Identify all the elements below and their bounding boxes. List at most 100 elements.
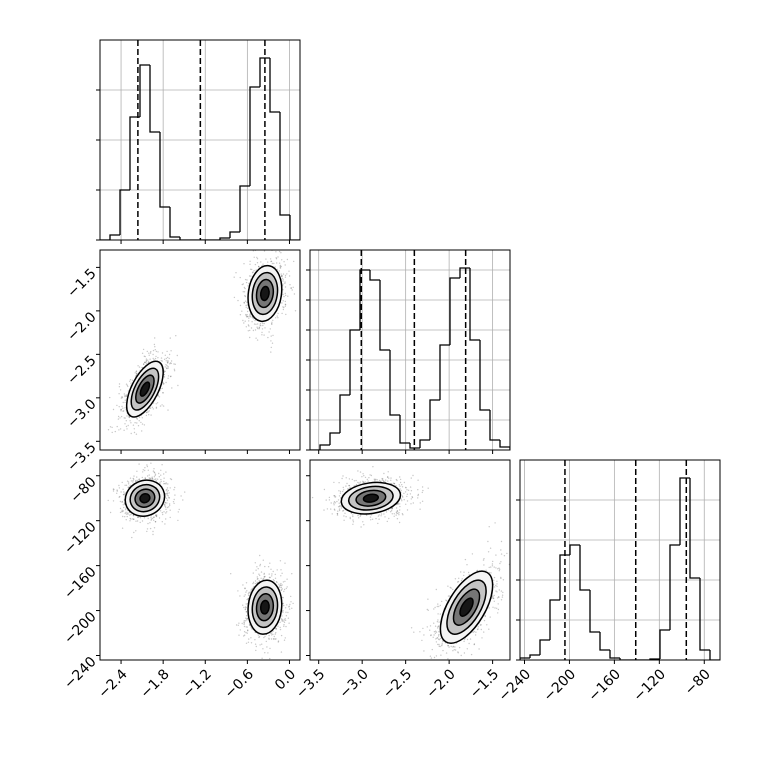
sample-point (352, 519, 353, 520)
sample-point (390, 480, 391, 481)
sample-point (267, 261, 268, 262)
histogram-step (320, 445, 330, 450)
sample-point (152, 531, 153, 532)
sample-point (251, 321, 252, 322)
histogram-step (140, 65, 150, 117)
histogram-step (170, 207, 180, 237)
histogram-step (380, 280, 390, 350)
sample-point (285, 264, 286, 265)
y-tick-label: −200 (61, 609, 100, 648)
sample-point (466, 564, 467, 565)
sample-point (165, 355, 166, 356)
sample-point (148, 414, 149, 415)
sample-point (241, 311, 242, 312)
sample-point (120, 409, 121, 410)
sample-point (270, 328, 271, 329)
sample-point (246, 599, 247, 600)
sample-point (142, 423, 143, 424)
sample-point (423, 650, 424, 651)
sample-point (284, 581, 285, 582)
histogram-step (340, 395, 350, 433)
sample-point (451, 646, 452, 647)
sample-point (289, 284, 290, 285)
sample-point (333, 504, 334, 505)
sample-point (140, 522, 141, 523)
histogram-step (150, 65, 160, 132)
sample-point (386, 511, 387, 512)
sample-point (141, 430, 142, 431)
sample-point (126, 428, 127, 429)
sample-point (175, 335, 176, 336)
sample-point (384, 516, 385, 517)
sample-point (250, 589, 251, 590)
sample-point (128, 483, 129, 484)
sample-point (243, 607, 244, 608)
sample-point (162, 512, 163, 513)
sample-point (430, 625, 431, 626)
sample-point (275, 638, 276, 639)
sample-point (140, 517, 141, 518)
sample-point (417, 495, 418, 496)
sample-point (260, 325, 261, 326)
sample-point (251, 642, 252, 643)
sample-point (264, 573, 265, 574)
sample-point (145, 356, 146, 357)
sample-point (139, 366, 140, 367)
sample-point (274, 580, 275, 581)
sample-point (164, 376, 165, 377)
sample-point (267, 337, 268, 338)
sample-point (173, 489, 174, 490)
sample-point (257, 328, 258, 329)
sample-point (167, 507, 168, 508)
sample-point (245, 305, 246, 306)
sample-point (269, 658, 270, 659)
sample-point (454, 649, 455, 650)
sample-point (261, 571, 262, 572)
histogram-step (420, 440, 430, 448)
sample-point (280, 585, 281, 586)
sample-point (119, 487, 120, 488)
sample-point (129, 420, 130, 421)
sample-point (259, 555, 260, 556)
sample-point (112, 432, 113, 433)
sample-point (413, 502, 414, 503)
sample-point (330, 508, 331, 509)
sample-point (504, 555, 505, 556)
sample-point (242, 584, 243, 585)
sample-point (283, 261, 284, 262)
sample-point (260, 578, 261, 579)
sample-point (240, 277, 241, 278)
sample-point (435, 626, 436, 627)
sample-point (252, 317, 253, 318)
sample-point (146, 358, 147, 359)
sample-point (140, 422, 141, 423)
sample-point (119, 406, 120, 407)
sample-point (465, 559, 466, 560)
sample-point (148, 411, 149, 412)
sample-point (411, 477, 412, 478)
sample-point (283, 620, 284, 621)
sample-point (401, 499, 402, 500)
sample-point (257, 262, 258, 263)
sample-point (254, 639, 255, 640)
sample-point (404, 482, 405, 483)
sample-point (245, 632, 246, 633)
sample-point (370, 516, 371, 517)
sample-point (131, 537, 132, 538)
sample-point (164, 371, 165, 372)
sample-point (154, 346, 155, 347)
sample-point (394, 513, 395, 514)
sample-point (272, 634, 273, 635)
sample-point (286, 588, 287, 589)
sample-point (124, 393, 125, 394)
sample-point (383, 513, 384, 514)
sample-point (366, 515, 367, 516)
sample-point (269, 648, 270, 649)
sample-point (255, 570, 256, 571)
sample-point (358, 517, 359, 518)
sample-point (285, 275, 286, 276)
sample-point (146, 415, 147, 416)
sample-point (277, 256, 278, 257)
sample-point (130, 478, 131, 479)
sample-point (125, 509, 126, 510)
